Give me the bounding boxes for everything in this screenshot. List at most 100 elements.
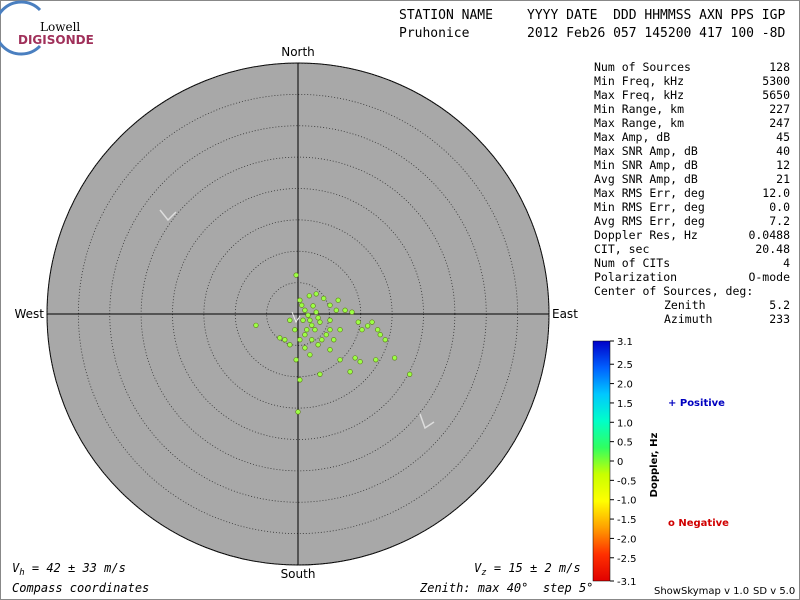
source-point (359, 327, 365, 333)
stat-label: Max RMS Err, deg (594, 186, 705, 200)
stat-label: Avg RMS Err, deg (594, 214, 705, 228)
stat-label: Azimuth (664, 312, 712, 326)
source-point (313, 309, 319, 315)
source-point (327, 347, 333, 353)
colorbar (592, 340, 611, 582)
stat-label: Min Freq, kHz (594, 74, 684, 88)
stat-value: 0.0 (769, 200, 790, 214)
direction-label: West (14, 307, 44, 321)
stat-label: Max Freq, kHz (594, 88, 684, 102)
legend-positive: + Positive (668, 398, 725, 409)
stat-value: 233 (769, 312, 790, 326)
source-point (306, 293, 312, 299)
source-point (307, 317, 313, 323)
colorbar-tick-label: -0.5 (617, 476, 637, 487)
stat-heading: Center of Sources, deg: (594, 284, 753, 298)
colorbar-tick-label: 2.5 (617, 360, 633, 371)
stat-value: 4 (783, 256, 790, 270)
stat-value: 21 (776, 172, 790, 186)
source-point (407, 371, 413, 377)
v-sub: h (19, 568, 24, 578)
stat-value: 45 (776, 130, 790, 144)
source-point (253, 322, 259, 328)
stat-value: 12.0 (762, 186, 790, 200)
colorbar-title: Doppler, Hz (649, 433, 660, 498)
header-label: YYYY DATE DDD HHMMSS AXN PPS IGP (527, 8, 785, 23)
source-point (304, 327, 310, 333)
source-point (302, 345, 308, 351)
v-sub: z (481, 568, 486, 578)
source-point (382, 337, 388, 343)
stat-label: Avg SNR Amp, dB (594, 172, 698, 186)
stat-value: 40 (776, 144, 790, 158)
header-value: 2012 Feb26 057 145200 417 100 -8D (527, 26, 785, 41)
source-point (352, 355, 358, 361)
source-point (327, 302, 333, 308)
source-point (319, 337, 325, 343)
source-point (331, 337, 337, 343)
stat-label: Doppler Res, Hz (594, 228, 698, 242)
source-point (309, 322, 315, 328)
stat-value: 5650 (762, 88, 790, 102)
header-value: Pruhonice (399, 26, 470, 41)
source-point (327, 317, 333, 323)
colorbar-tick-label: 1.5 (617, 399, 633, 410)
stat-label: Num of Sources (594, 60, 691, 74)
source-point (292, 327, 298, 333)
source-point (305, 312, 311, 318)
logo-swoosh (0, 0, 42, 56)
logo-bottom: DIGISONDE (18, 33, 94, 47)
source-point (377, 332, 383, 338)
source-point (293, 272, 299, 278)
stat-value: O-mode (748, 270, 790, 284)
direction-marker (419, 413, 435, 430)
source-point (342, 307, 348, 313)
source-point (357, 359, 363, 365)
source-point (317, 319, 323, 325)
velocity-z: Vz = 15 ± 2 m/s (474, 561, 581, 578)
colorbar-tick-label: -2.5 (617, 554, 637, 565)
source-point (347, 369, 353, 375)
stat-label: Min SNR Amp, dB (594, 158, 698, 172)
v-symbol: V (12, 561, 20, 575)
stat-value: 227 (769, 102, 790, 116)
source-point (307, 352, 313, 358)
source-point (300, 317, 306, 323)
source-point (309, 337, 315, 343)
source-point (312, 327, 318, 333)
stat-value: 247 (769, 116, 790, 130)
stat-value: 20.48 (755, 242, 790, 256)
logo-top: Lowell (40, 20, 80, 34)
source-point (369, 319, 375, 325)
direction-label: North (281, 45, 315, 59)
colorbar-tick-label: 1.0 (617, 418, 633, 429)
stat-value: 0.0488 (748, 228, 790, 242)
colorbar-tick-label: 0.5 (617, 438, 633, 449)
colorbar-tick-label: -3.1 (617, 577, 637, 588)
legend-negative: o Negative (668, 518, 729, 529)
stat-label: Max SNR Amp, dB (594, 144, 698, 158)
stat-label: Min RMS Err, deg (594, 200, 705, 214)
colorbar-tick-label: -1.5 (617, 515, 637, 526)
footer-zenith: Zenith: max 40° step 5° (419, 581, 593, 595)
source-point (375, 327, 381, 333)
colorbar-tick-label: 0 (617, 457, 623, 468)
colorbar-tick-label: 2.0 (617, 380, 633, 391)
stat-value: 5300 (762, 74, 790, 88)
source-point (355, 319, 361, 325)
direction-label: East (552, 307, 578, 321)
source-point (315, 315, 321, 321)
source-point (335, 297, 341, 303)
stat-value: 128 (769, 60, 790, 74)
stat-label: Zenith (664, 298, 706, 312)
v-text: = 15 ± 2 m/s (487, 561, 581, 575)
source-point (337, 327, 343, 333)
source-point (337, 357, 343, 363)
colorbar-tick-label: -1.0 (617, 496, 637, 507)
stat-label: Min Range, km (594, 102, 684, 116)
stat-label: Polarization (594, 270, 677, 284)
source-point (349, 309, 355, 315)
source-point (295, 409, 301, 415)
v-text: = 42 ± 33 m/s (25, 561, 126, 575)
source-point (317, 371, 323, 377)
